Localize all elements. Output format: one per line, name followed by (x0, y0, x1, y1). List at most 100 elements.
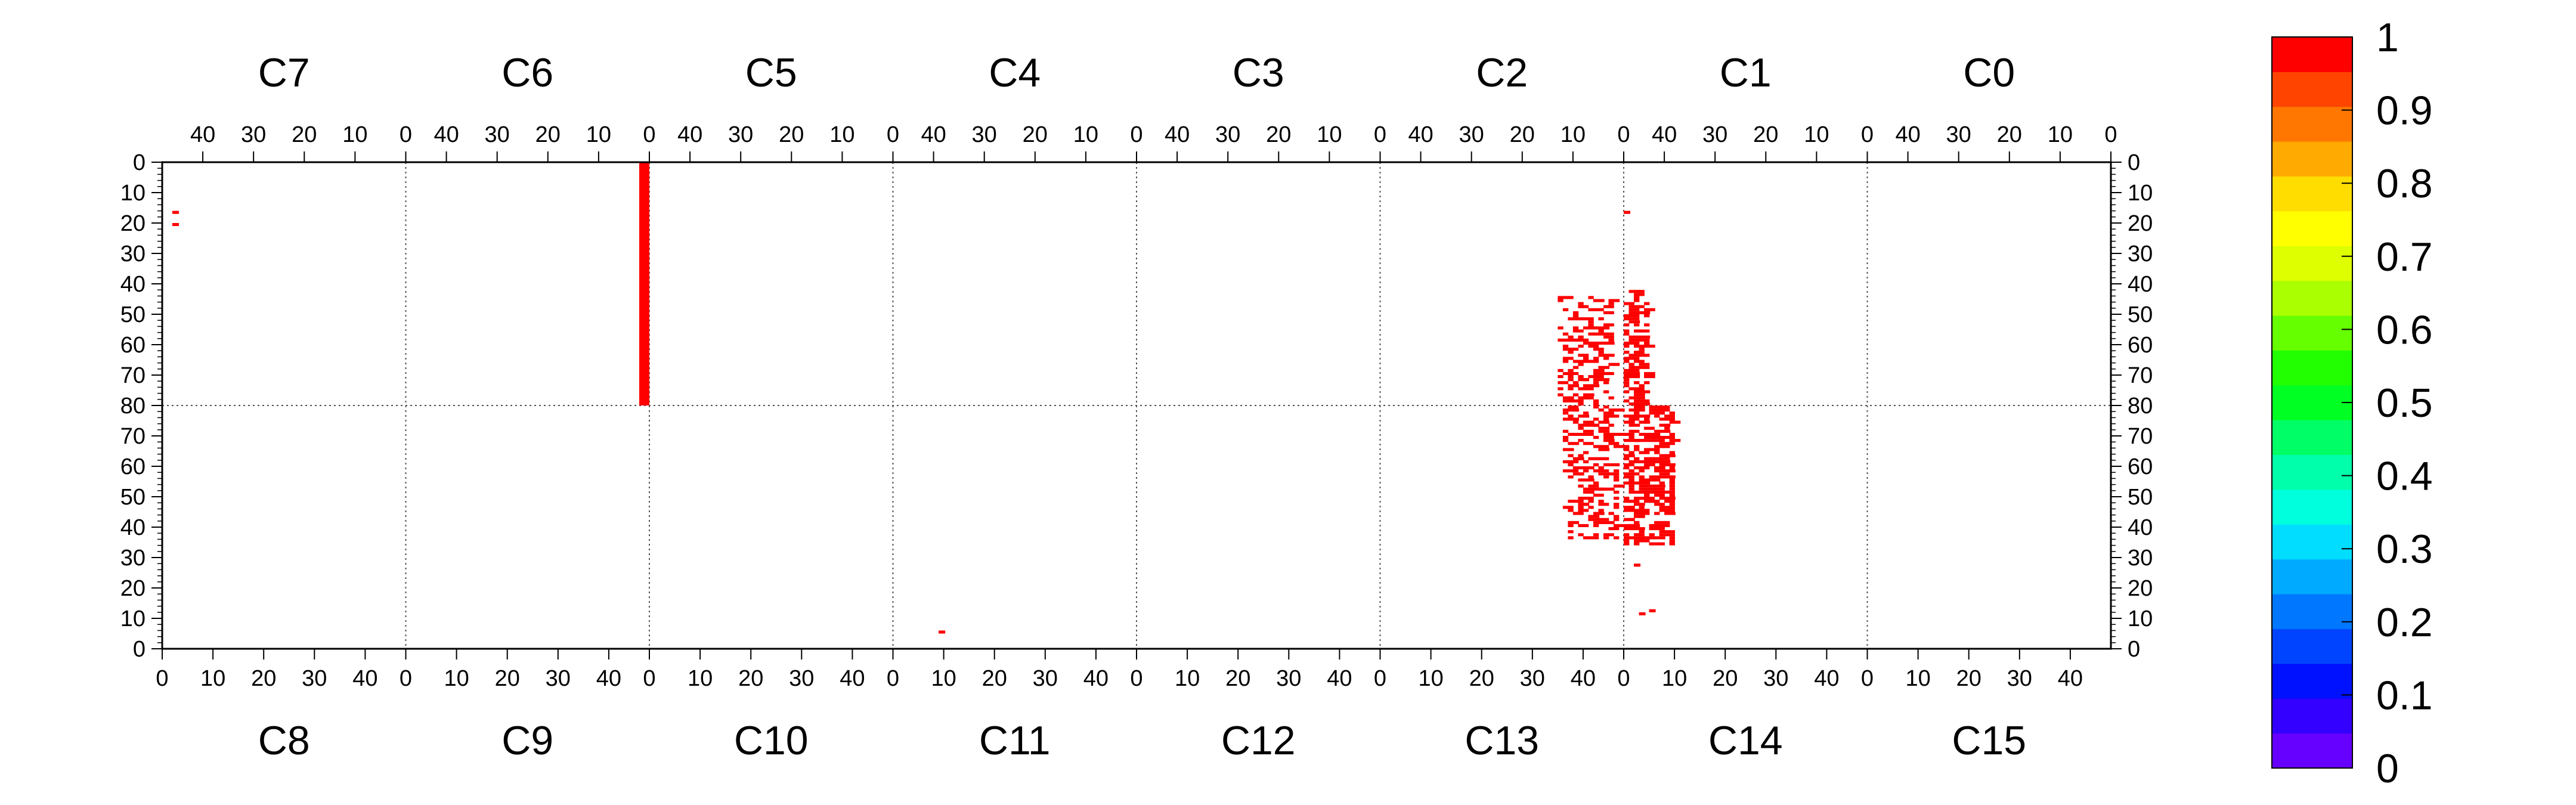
hit-cell (1603, 448, 1609, 451)
hit-cell (1598, 348, 1604, 351)
hit-cell (1664, 533, 1670, 537)
hit-cell (1562, 357, 1569, 360)
hit-cell (1578, 305, 1584, 308)
hit-cell (1634, 311, 1640, 314)
hit-cell (1654, 405, 1660, 409)
hit-cell (1593, 332, 1605, 336)
left-y-tick-label: 30 (120, 242, 145, 267)
hit-cell (1644, 323, 1650, 327)
hit-cell (1603, 475, 1609, 479)
hit-cell (1639, 497, 1645, 500)
hit-cell (1608, 371, 1614, 375)
hit-cell (1583, 305, 1589, 308)
hit-cell (1634, 329, 1645, 333)
hit-cell (1634, 408, 1645, 412)
hit-cell (1583, 451, 1589, 454)
hit-cell (1593, 360, 1599, 363)
top-x-tick-label: 10 (1804, 122, 1829, 147)
hit-cell (1649, 536, 1655, 540)
hit-cell (1649, 497, 1655, 500)
top-x-tick-label: 20 (292, 122, 317, 147)
hit-cell (1649, 436, 1655, 439)
hit-cell (1634, 500, 1640, 503)
top-x-tick-label: 40 (434, 122, 459, 147)
bottom-x-tick-label: 40 (1083, 666, 1109, 691)
hit-cell (1588, 432, 1594, 436)
hit-cell (1583, 432, 1589, 436)
hit-cell (1654, 457, 1660, 460)
hit-cell (1608, 442, 1614, 445)
hit-cell (1593, 457, 1599, 460)
colorbar-tick-label: 0.9 (2376, 88, 2433, 134)
hit-cell (1562, 436, 1569, 439)
hit-cell (1578, 454, 1584, 457)
hit-cell (1634, 381, 1640, 385)
hit-cell (1598, 521, 1604, 524)
hit-cell (1639, 360, 1645, 363)
right-y-tick-label: 70 (2128, 363, 2153, 388)
colorbar-segment (2272, 698, 2352, 734)
bottom-section-label: C14 (1708, 718, 1783, 763)
bottom-x-tick-label: 40 (596, 666, 621, 691)
hit-cell (1628, 317, 1634, 321)
right-y-tick-label: 0 (2128, 150, 2140, 175)
hit-cell (1624, 536, 1630, 540)
hit-cell (1659, 493, 1665, 497)
top-x-tick-label: 10 (2048, 122, 2073, 147)
top-x-tick-label: 0 (1130, 122, 1143, 147)
hit-cell (1578, 414, 1590, 418)
hit-cell (1634, 299, 1640, 302)
left-y-tick-label: 40 (120, 272, 145, 297)
hit-cell (1613, 442, 1620, 445)
hit-cell (1613, 518, 1620, 521)
hit-cell (1588, 484, 1594, 488)
hit-cell (1628, 432, 1634, 436)
hit-cell (1572, 466, 1579, 470)
hit-cell (1639, 366, 1645, 369)
hit-cell (1568, 506, 1574, 509)
top-x-tick-label: 10 (1073, 122, 1098, 147)
hit-cell (1659, 463, 1665, 466)
bottom-x-tick-label: 40 (1327, 666, 1352, 691)
hit-cell (1654, 500, 1660, 503)
hit-cell (1572, 314, 1579, 318)
hit-cell (1659, 457, 1665, 460)
hit-cell (1664, 509, 1670, 512)
hit-cell (1669, 451, 1675, 454)
hit-cell (1598, 487, 1604, 491)
hit-cell (1562, 381, 1569, 385)
hit-cell (1583, 442, 1589, 445)
colorbar-segment (2272, 385, 2352, 420)
hit-cell (1654, 429, 1660, 433)
hit-cell (1639, 612, 1646, 615)
top-section-label: C1 (1720, 50, 1772, 95)
hit-cell (1634, 323, 1640, 327)
hit-cell (1578, 378, 1590, 382)
hit-cell (1593, 469, 1599, 473)
hit-cell (1578, 329, 1584, 333)
hit-cell (1578, 472, 1584, 476)
bottom-x-tick-label: 10 (444, 666, 469, 691)
hit-cell (1659, 429, 1671, 433)
hit-cell (1572, 393, 1579, 397)
hit-cell (1659, 530, 1665, 534)
hit-cell (1593, 417, 1599, 421)
hit-cell (1649, 609, 1656, 612)
hit-cell (1628, 429, 1634, 433)
hit-cell (1654, 451, 1660, 454)
hit-cell (1634, 357, 1640, 360)
hit-cell (1634, 390, 1640, 394)
hit-cell (1578, 439, 1584, 442)
hit-cell (1654, 493, 1660, 497)
hit-cell (1558, 369, 1563, 372)
hit-cell (1598, 366, 1610, 369)
hit-cell (1598, 466, 1604, 470)
hit-cell (1578, 478, 1584, 482)
hit-cell (1562, 417, 1569, 421)
hit-cell (1664, 524, 1670, 527)
hit-cell (1588, 384, 1600, 388)
hit-cell (1628, 475, 1634, 479)
hit-cell (1562, 439, 1569, 442)
hit-cell (1613, 432, 1625, 436)
hit-cell (1588, 308, 1594, 311)
